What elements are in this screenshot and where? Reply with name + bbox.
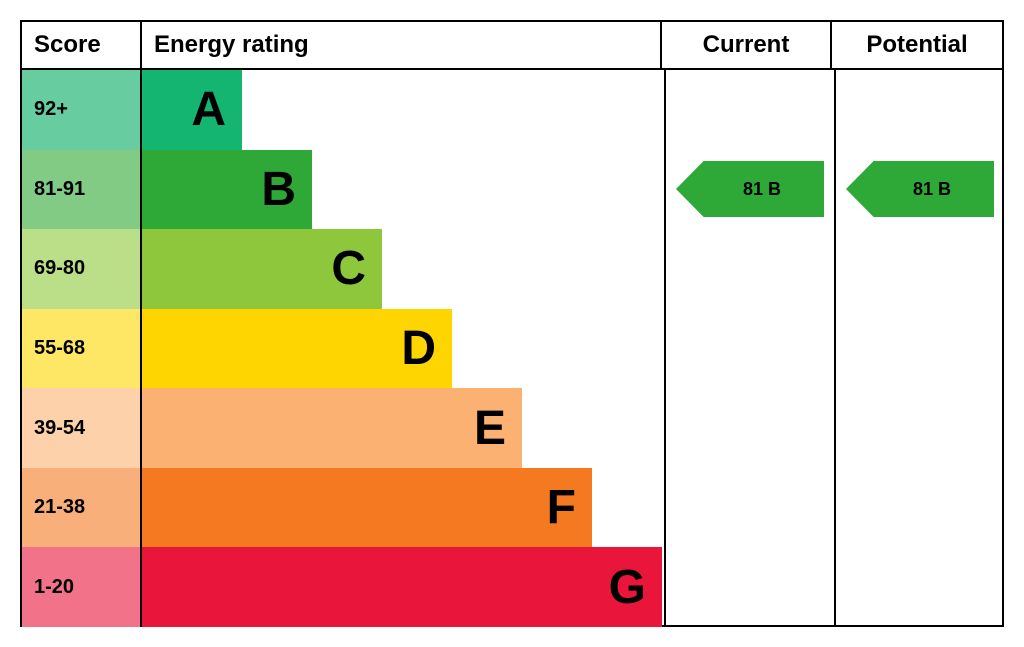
rating-bar-a: A [142,70,242,150]
band-row-f: 21-38 F [22,468,1002,548]
bar-container: G [142,547,1002,627]
current-rating-arrow: 81 B [676,161,824,217]
score-range-e: 39-54 [22,388,142,468]
rating-letter-b: B [261,162,296,217]
header-row: Score Energy rating Current Potential [22,22,1002,70]
header-current: Current [662,22,832,68]
rating-bar-c: C [142,229,382,309]
bar-container: A [142,70,1002,150]
band-row-a: 92+ A [22,70,1002,150]
header-score: Score [22,22,142,68]
current-rating-text: 81 B [719,179,781,200]
bar-container: E [142,388,1002,468]
score-range-d: 55-68 [22,309,142,389]
header-potential: Potential [832,22,1002,68]
bar-container: D [142,309,1002,389]
rating-letter-f: F [547,480,576,535]
rating-bar-e: E [142,388,522,468]
bar-container: C [142,229,1002,309]
score-range-b: 81-91 [22,150,142,230]
potential-rating-arrow: 81 B [846,161,994,217]
band-row-e: 39-54 E [22,388,1002,468]
score-range-g: 1-20 [22,547,142,627]
rating-bar-b: B [142,150,312,230]
epc-chart: Score Energy rating Current Potential 92… [20,20,1004,627]
score-range-a: 92+ [22,70,142,150]
score-range-f: 21-38 [22,468,142,548]
rating-letter-d: D [401,321,436,376]
band-row-c: 69-80 C [22,229,1002,309]
rating-letter-g: G [609,560,646,615]
potential-rating-text: 81 B [889,179,951,200]
rating-letter-c: C [331,241,366,296]
bar-container: F [142,468,1002,548]
rating-bar-d: D [142,309,452,389]
rating-letter-a: A [191,82,226,137]
rating-bar-g: G [142,547,662,627]
rating-letter-e: E [474,401,506,456]
chart-body: 92+ A 81-91 B 69-80 C 5 [22,70,1002,627]
header-rating: Energy rating [142,22,662,68]
band-row-g: 1-20 G [22,547,1002,627]
score-range-c: 69-80 [22,229,142,309]
rating-bar-f: F [142,468,592,548]
band-row-d: 55-68 D [22,309,1002,389]
